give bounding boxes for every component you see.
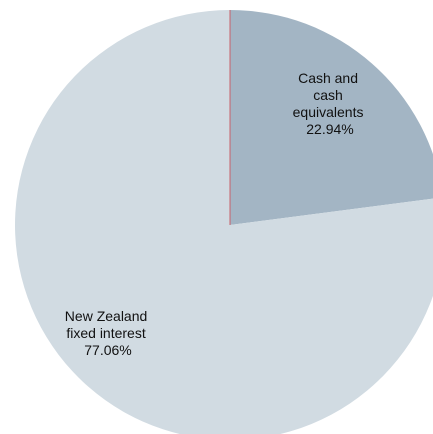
slice-label-nz-fixed-interest: New Zealand fixed interest 77.06% — [65, 308, 151, 358]
slice-label-nz-line-2: fixed interest — [66, 325, 145, 341]
slice-value-cash: 22.94% — [306, 121, 353, 137]
pie-slice-cash — [230, 10, 433, 225]
slice-label-cash-line-3: equivalents — [293, 104, 364, 120]
slice-label-cash-line-1: Cash and — [298, 70, 358, 86]
slice-label-cash: Cash and cash equivalents 22.94% — [293, 70, 368, 137]
pie-slices — [15, 10, 433, 434]
slice-label-cash-line-2: cash — [313, 87, 343, 103]
pie-slice-nz-fixed-interest — [15, 10, 433, 434]
slice-value-nz: 77.06% — [84, 342, 131, 358]
slice-label-nz-line-1: New Zealand — [65, 308, 148, 324]
